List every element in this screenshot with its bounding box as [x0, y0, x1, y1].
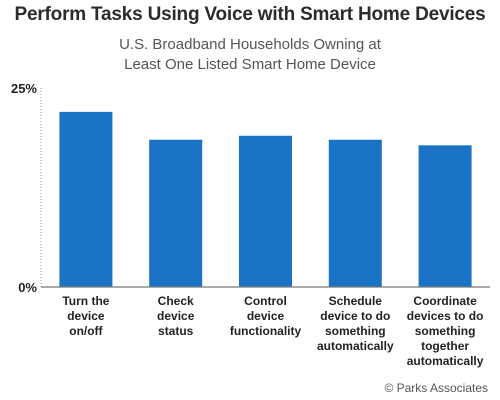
x-tick-label: Check device status [157, 294, 195, 338]
bar [149, 139, 203, 287]
bar [418, 145, 472, 287]
x-tick-label: Turn the device on/off [62, 294, 109, 338]
bar [239, 135, 292, 287]
x-tick-label: Control device functionality [230, 294, 302, 338]
chart-subtitle-line-2: Least One Listed Smart Home Device [124, 56, 376, 73]
bar [59, 111, 113, 287]
x-tick-label: Coordinate devices to do something together… [407, 294, 484, 368]
y-tick-label: 25% [11, 81, 37, 96]
source-credit: © Parks Associates [384, 381, 488, 395]
y-tick-label: 0% [18, 280, 37, 295]
chart-subtitle-line-1: U.S. Broadband Households Owning at [119, 36, 381, 53]
x-tick-label: Schedule device to do something automatical… [317, 294, 394, 353]
bar [328, 139, 382, 287]
chart-title: Perform Tasks Using Voice with Smart Hom… [14, 4, 486, 25]
